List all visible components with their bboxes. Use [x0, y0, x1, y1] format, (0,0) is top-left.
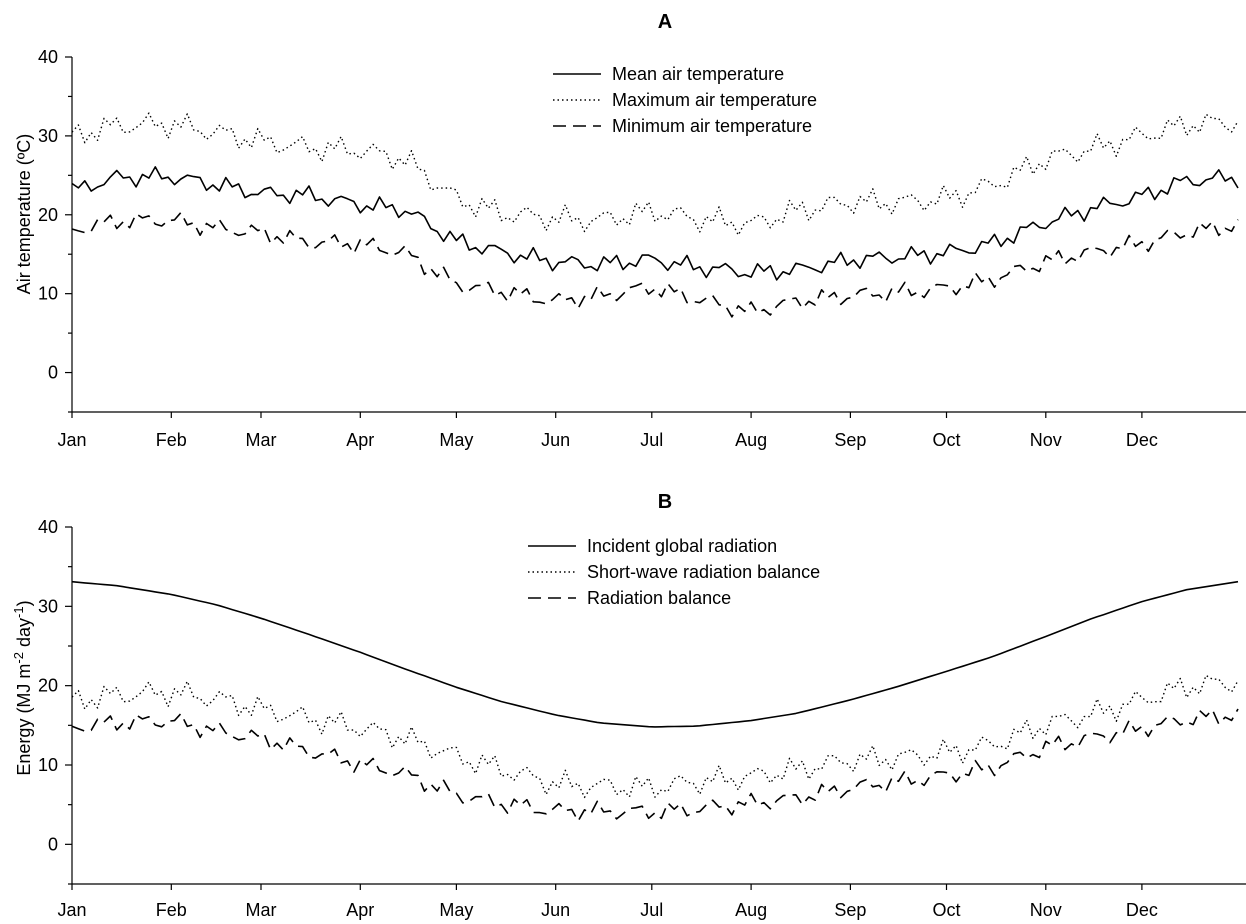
x-tick-label: Aug [735, 430, 767, 450]
x-tick-label: Mar [245, 430, 276, 450]
x-tick-label: Jul [640, 900, 663, 920]
panel-b-title: B [658, 491, 672, 513]
x-tick-label: Jul [640, 430, 663, 450]
x-tick-label: Nov [1030, 430, 1062, 450]
panel-b-chart: B Energy (MJ m-2 day-1) Incident global … [11, 491, 1246, 920]
x-tick-label: Aug [735, 900, 767, 920]
x-tick-label: Oct [932, 430, 960, 450]
legend-label: Short-wave radiation balance [587, 562, 820, 582]
panel-a-title: A [658, 11, 672, 33]
x-tick-label: May [439, 900, 473, 920]
panel-a-y-axis-label: Air temperature (ºC) [14, 134, 34, 295]
y-tick-label: 30 [38, 596, 58, 616]
legend-label: Mean air temperature [612, 64, 784, 84]
legend-label: Minimum air temperature [612, 116, 812, 136]
panel-b-y-axis-label-text: Energy (MJ m [14, 664, 34, 776]
series-line-incident-global-radiation [71, 580, 1239, 728]
series-line-minimum-air-temperature [71, 211, 1239, 318]
x-tick-label: Jun [541, 430, 570, 450]
panel-b-legend: Incident global radiation Short-wave radi… [528, 536, 820, 608]
panel-b-plot-area: 0 10 20 30 40 Jan Feb Mar Apr May Jun Jul Aug Sep Oct N… [38, 517, 1246, 920]
legend-label: Maximum air temperature [612, 90, 817, 110]
x-tick-label: Jan [57, 900, 86, 920]
y-tick-label: 10 [38, 755, 58, 775]
x-tick-label: Nov [1030, 900, 1062, 920]
panel-b-y-axis-label-exp1: -2 [11, 652, 26, 664]
series-line-radiation-balance [71, 708, 1239, 822]
x-tick-label: Dec [1126, 430, 1158, 450]
y-tick-label: 20 [38, 205, 58, 225]
y-tick-label: 10 [38, 284, 58, 304]
x-tick-label: Apr [346, 900, 374, 920]
x-tick-label: Dec [1126, 900, 1158, 920]
series-line-short-wave-radiation-balance [71, 674, 1239, 799]
y-tick-label: 20 [38, 676, 58, 696]
legend-label: Radiation balance [587, 588, 731, 608]
x-tick-label: Jun [541, 900, 570, 920]
y-tick-label: 0 [48, 834, 58, 854]
x-tick-label: Apr [346, 430, 374, 450]
x-tick-label: Feb [156, 430, 187, 450]
x-tick-label: May [439, 430, 473, 450]
x-tick-label: Oct [932, 900, 960, 920]
x-tick-label: Jan [57, 430, 86, 450]
y-tick-label: 40 [38, 517, 58, 537]
y-tick-label: 30 [38, 126, 58, 146]
panel-b-y-axis-label-exp2: -1 [11, 606, 26, 618]
panel-a-legend: Mean air temperature Maximum air temperat… [553, 64, 817, 136]
panel-b-y-axis-label: Energy (MJ m-2 day-1) [11, 600, 34, 775]
x-tick-label: Feb [156, 900, 187, 920]
legend-label: Incident global radiation [587, 536, 777, 556]
series-line-mean-air-temperature [71, 166, 1239, 281]
y-tick-label: 0 [48, 363, 58, 383]
y-tick-label: 40 [38, 47, 58, 67]
panel-a-plot-area: 0 10 20 30 40 Jan Feb Mar Apr May Jun Jul Aug Sep Oct N… [38, 47, 1246, 450]
x-tick-label: Sep [834, 430, 866, 450]
panel-a-chart: A Air temperature (ºC) Mean air temperat… [14, 11, 1246, 450]
x-tick-label: Sep [834, 900, 866, 920]
x-tick-label: Mar [245, 900, 276, 920]
